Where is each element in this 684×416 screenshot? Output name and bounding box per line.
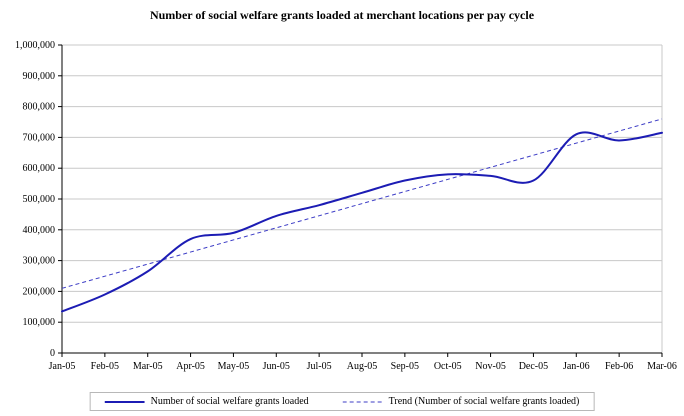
svg-text:May-05: May-05	[218, 361, 250, 372]
svg-text:Jan-05: Jan-05	[49, 361, 76, 372]
solid-line-sample-icon	[104, 400, 145, 403]
svg-text:Feb-06: Feb-06	[605, 361, 633, 372]
svg-text:Feb-05: Feb-05	[91, 361, 119, 372]
chart-legend: Number of social welfare grants loaded T…	[89, 392, 595, 411]
svg-text:Aug-05: Aug-05	[347, 361, 378, 372]
svg-text:Apr-05: Apr-05	[176, 361, 205, 372]
legend-label-trend: Trend (Number of social welfare grants l…	[388, 396, 580, 407]
svg-text:Oct-05: Oct-05	[434, 361, 462, 372]
svg-text:Mar-06: Mar-06	[647, 361, 677, 372]
svg-text:1,000,000: 1,000,000	[15, 40, 55, 51]
svg-text:Mar-05: Mar-05	[133, 361, 163, 372]
svg-text:200,000: 200,000	[23, 286, 56, 297]
svg-text:600,000: 600,000	[23, 163, 56, 174]
svg-text:500,000: 500,000	[23, 194, 56, 205]
dashed-line-sample-icon	[342, 401, 383, 402]
svg-text:Jul-05: Jul-05	[307, 361, 332, 372]
svg-text:400,000: 400,000	[23, 225, 56, 236]
svg-text:100,000: 100,000	[23, 317, 56, 328]
svg-text:0: 0	[50, 348, 55, 359]
chart-title: Number of social welfare grants loaded a…	[149, 8, 535, 22]
svg-text:Jun-05: Jun-05	[263, 361, 290, 372]
svg-text:Nov-05: Nov-05	[475, 361, 506, 372]
svg-text:900,000: 900,000	[23, 71, 56, 82]
svg-text:800,000: 800,000	[23, 102, 56, 113]
legend-item-trend: Trend (Number of social welfare grants l…	[342, 396, 580, 407]
svg-text:300,000: 300,000	[23, 256, 56, 267]
svg-text:Dec-05: Dec-05	[519, 361, 548, 372]
svg-text:700,000: 700,000	[23, 132, 56, 143]
legend-label-series: Number of social welfare grants loaded	[150, 396, 309, 407]
legend-item-series: Number of social welfare grants loaded	[104, 396, 309, 407]
svg-text:Sep-05: Sep-05	[391, 361, 419, 372]
svg-text:Jan-06: Jan-06	[563, 361, 590, 372]
